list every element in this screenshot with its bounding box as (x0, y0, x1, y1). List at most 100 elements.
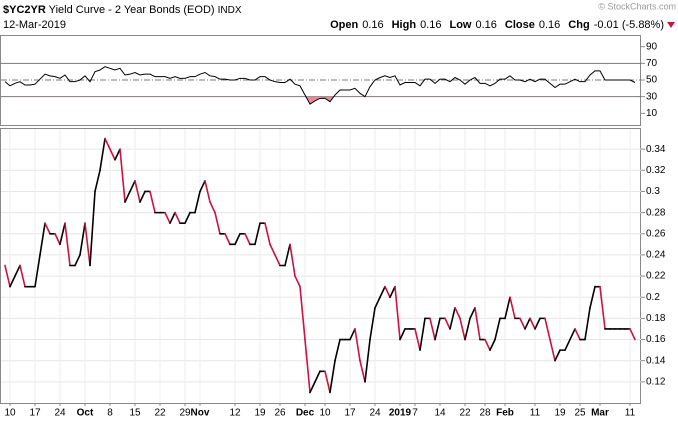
price-segment (584, 307, 591, 341)
price-segment (14, 264, 21, 277)
price-segment (324, 370, 331, 394)
price-segment (34, 254, 41, 288)
price-segment (109, 148, 116, 161)
symbol: $YC2YR (3, 4, 46, 16)
price-segment (299, 285, 306, 341)
price-segment (294, 275, 301, 288)
price-segment (314, 370, 321, 383)
x-tick-label: 8 (107, 408, 113, 419)
quote: Open 0.16 High 0.16 Low 0.16 Close 0.16 Chg -0.01… (330, 19, 664, 31)
quote-value: 0.16 (362, 19, 383, 31)
price-segment (529, 317, 536, 330)
y-tick-label: 0.2 (646, 292, 660, 303)
price-segment (104, 137, 111, 150)
price-segment (224, 232, 231, 246)
price-segment (84, 222, 91, 267)
price-segment (589, 285, 596, 309)
price-segment (129, 180, 136, 193)
quote-value: -0.01 (-5.88%) (594, 19, 664, 31)
price-segment (359, 359, 366, 383)
x-tick-label: 10 (4, 408, 16, 419)
price-segment (534, 317, 541, 330)
y-tick-label: 0.26 (646, 228, 666, 239)
y-tick-label: 0.24 (646, 250, 666, 261)
price-segment (544, 317, 551, 341)
price-frame (0, 128, 641, 404)
price-segment (494, 317, 501, 341)
exchange: INDX (218, 5, 242, 16)
down-arrow (667, 22, 675, 28)
price-segment (209, 201, 216, 214)
quote-value: 0.16 (475, 19, 496, 31)
quote-label: Chg (568, 19, 589, 31)
x-tick-label: 2019 (389, 408, 412, 419)
x-tick-label: Nov (191, 408, 210, 419)
x-tick-label: 11 (625, 408, 636, 419)
price-segment (389, 285, 396, 299)
price-segment (274, 254, 281, 267)
price-segment (524, 317, 531, 330)
price-segment (64, 222, 71, 267)
y-tick-label: 0.16 (646, 334, 666, 345)
x-tick-label: 24 (54, 408, 66, 419)
price-segment (199, 180, 206, 193)
price-segment (399, 328, 406, 341)
y-tick-label: 30 (646, 91, 658, 102)
price-segment (364, 338, 371, 383)
price-segment (4, 264, 11, 288)
price-segment (304, 338, 311, 394)
price-segment (504, 296, 511, 320)
header-title: $YC2YR Yield Curve - 2 Year Bonds (EOD) … (3, 4, 242, 16)
price-segment (519, 317, 526, 330)
price-segment (574, 328, 581, 341)
x-tick-label: 11 (530, 408, 541, 419)
x-tick-label: 24 (369, 408, 381, 419)
price-segment (19, 264, 26, 288)
quote-label: High (392, 19, 417, 31)
price-segment (214, 211, 221, 235)
y-tick-label: 0.22 (646, 271, 666, 282)
x-tick-label: 17 (344, 408, 356, 419)
x-tick-label: 12 (229, 408, 241, 419)
price-segment (284, 243, 291, 267)
x-tick-label: Feb (496, 408, 514, 419)
rsi-line (4, 66, 636, 105)
date: 12-Mar-2019 (3, 19, 66, 31)
x-tick-label: 15 (129, 408, 141, 419)
price-segment (289, 243, 296, 277)
price-segment (184, 211, 191, 224)
price-segment (484, 338, 491, 351)
y-tick-label: 70 (646, 58, 658, 69)
price-segment (464, 317, 471, 341)
price-segment (74, 254, 81, 267)
price-segment (99, 137, 106, 172)
price-segment (139, 190, 146, 203)
x-tick-label: 19 (254, 408, 266, 419)
price-segment (169, 211, 176, 224)
x-tick-label: 26 (274, 408, 286, 419)
x-tick-label: Oct (77, 408, 94, 419)
price-segment (149, 190, 156, 214)
price-segment (629, 328, 636, 341)
quote-value: 0.16 (539, 19, 560, 31)
price-segment (449, 307, 456, 330)
price-segment (269, 243, 276, 256)
price-segment (54, 232, 61, 246)
price-segment (309, 381, 316, 394)
price-segment (569, 328, 576, 341)
x-tick-label: 28 (479, 408, 491, 419)
price-segment (114, 148, 121, 161)
y-tick-label: 0.12 (646, 376, 666, 387)
price-segment (414, 328, 421, 351)
price-segment (469, 307, 476, 320)
price-segment (89, 190, 96, 267)
x-tick-label: 14 (434, 408, 446, 419)
price-segment (564, 338, 571, 351)
price-segment (384, 285, 391, 299)
y-tick-label: 0.14 (646, 355, 666, 366)
price-segment (119, 148, 126, 203)
price-segment (549, 338, 556, 362)
price-segment (489, 338, 496, 351)
y-tick-label: 0.34 (646, 144, 666, 155)
